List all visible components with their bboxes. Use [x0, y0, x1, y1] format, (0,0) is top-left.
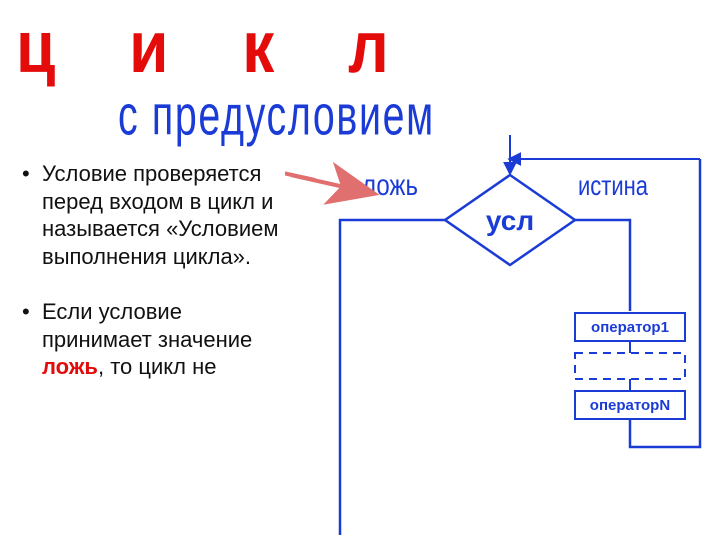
flow-true-label: истина: [578, 171, 648, 202]
title-main: ц и к л: [16, 4, 417, 89]
flow-false-label: ложь: [362, 167, 418, 201]
bullet-item: Условие проверяется перед входом в цикл …: [20, 160, 280, 270]
bullet-item: Если условие принимает значение ложь, то…: [20, 298, 280, 381]
description-text: Условие проверяется перед входом в цикл …: [20, 160, 280, 409]
flow-true-path: [575, 220, 630, 311]
flow-condition-label: усл: [486, 205, 534, 236]
flow-operator-label: оператор1: [591, 319, 669, 336]
flow-operator-box-dashed: [575, 353, 685, 379]
bullet-text: , то цикл не: [98, 354, 217, 379]
flow-operator-label: операторN: [590, 397, 670, 414]
page-root: ц и к л с предусловием Условие проверяет…: [0, 0, 720, 540]
flow-false-path: [340, 220, 445, 535]
bullet-text-emphasis: ложь: [42, 354, 98, 379]
flowchart-diagram: усл ложь истина оператор1 операторN: [285, 135, 715, 535]
bullet-text: Если условие принимает значение: [42, 299, 252, 352]
bullet-text: Условие проверяется перед входом в цикл …: [42, 161, 278, 269]
